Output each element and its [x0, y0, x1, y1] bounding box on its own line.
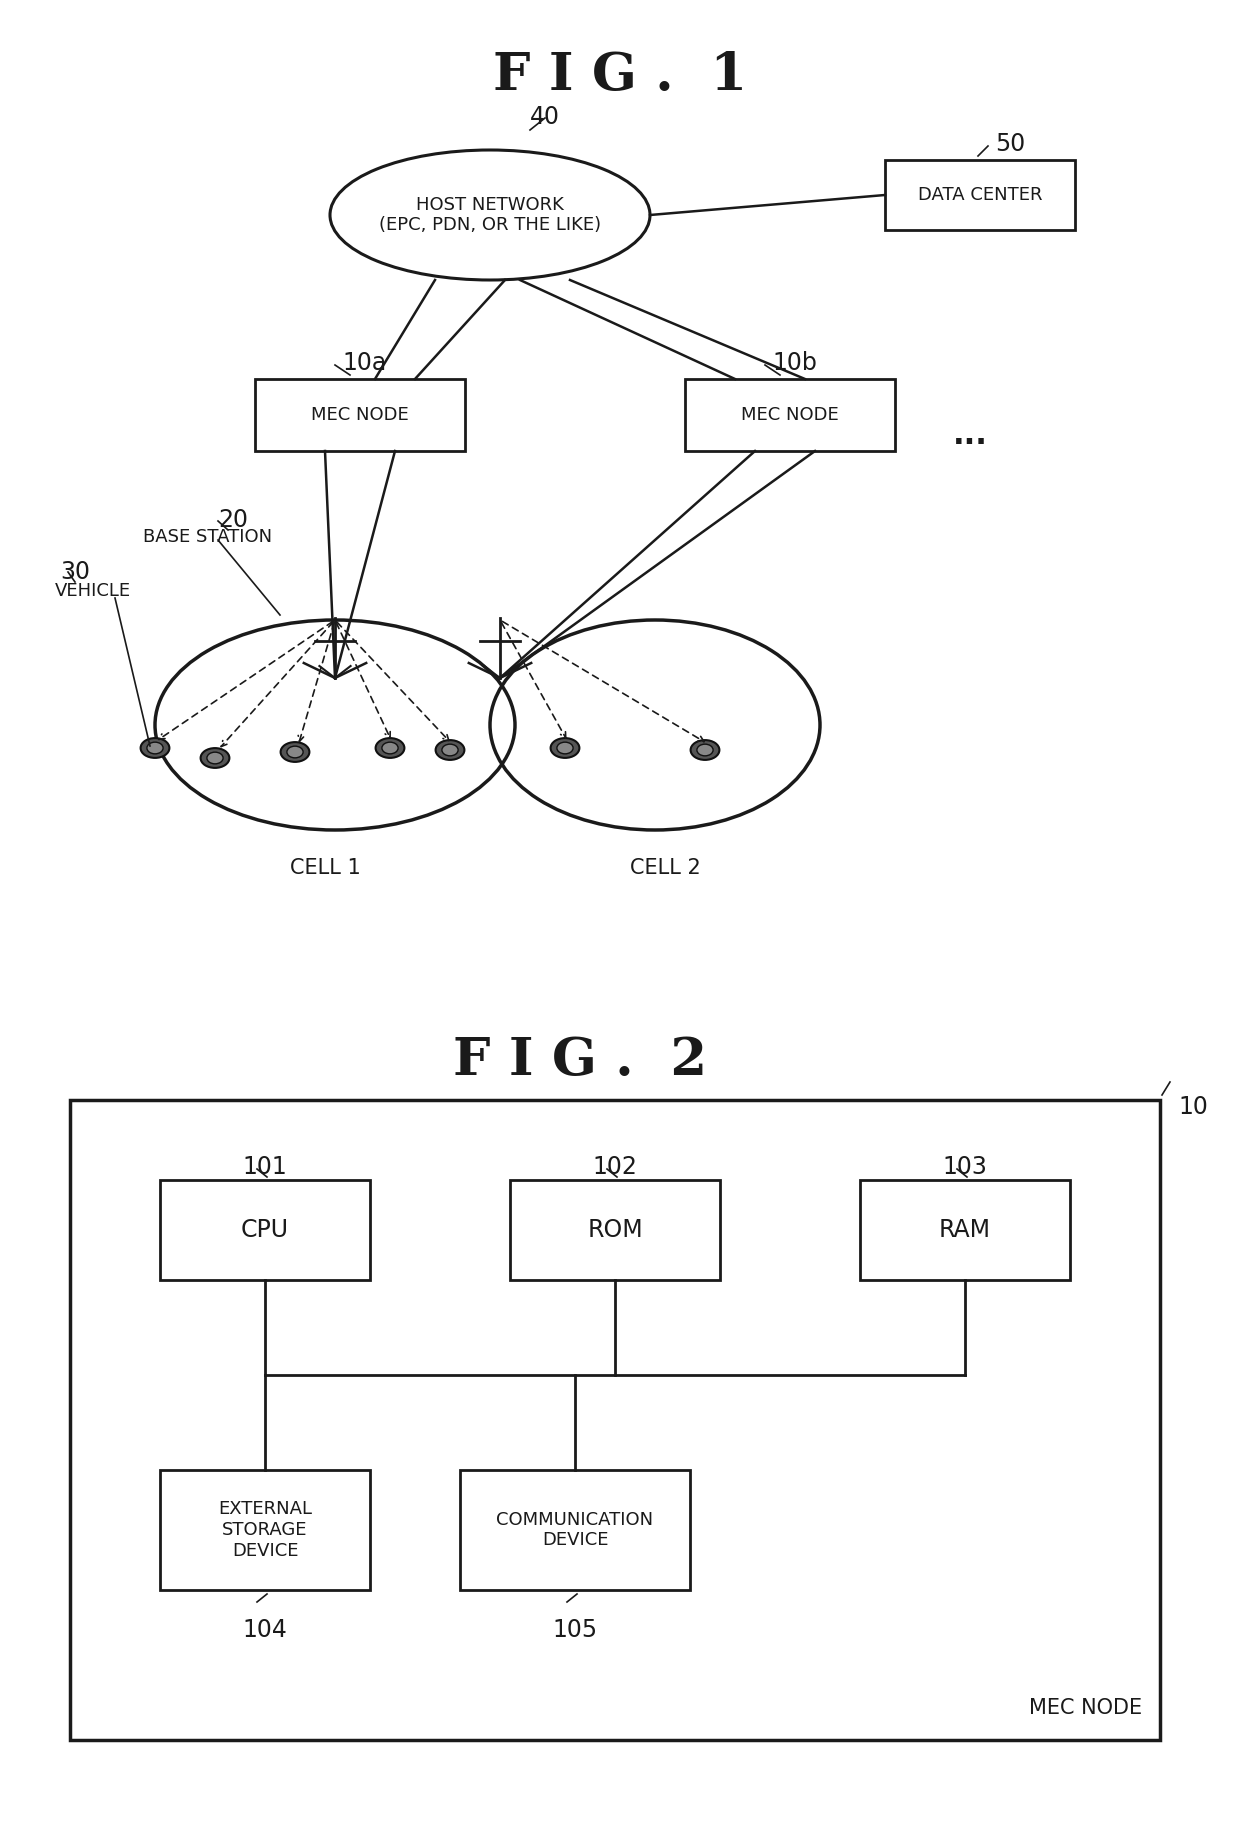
Text: CELL 1: CELL 1 [290, 858, 361, 878]
Ellipse shape [382, 743, 398, 754]
Text: ...: ... [952, 421, 987, 450]
Ellipse shape [201, 748, 229, 769]
Text: 102: 102 [593, 1155, 637, 1179]
Ellipse shape [140, 737, 170, 758]
Text: MEC NODE: MEC NODE [742, 406, 839, 425]
Text: F I G .  2: F I G . 2 [453, 1036, 707, 1085]
Text: MEC NODE: MEC NODE [1029, 1698, 1142, 1718]
Text: BASE STATION: BASE STATION [143, 529, 272, 545]
Text: ROM: ROM [588, 1219, 642, 1243]
Ellipse shape [280, 743, 310, 761]
Text: HOST NETWORK
(EPC, PDN, OR THE LIKE): HOST NETWORK (EPC, PDN, OR THE LIKE) [379, 196, 601, 234]
Text: COMMUNICATION
DEVICE: COMMUNICATION DEVICE [496, 1510, 653, 1550]
Text: 104: 104 [243, 1618, 288, 1642]
Text: CPU: CPU [241, 1219, 289, 1243]
Text: 101: 101 [243, 1155, 288, 1179]
Text: F I G .  1: F I G . 1 [494, 49, 746, 101]
Ellipse shape [697, 745, 713, 756]
Text: 30: 30 [60, 560, 91, 584]
Text: RAM: RAM [939, 1219, 991, 1243]
Text: 105: 105 [553, 1618, 598, 1642]
Ellipse shape [207, 752, 223, 763]
Text: 103: 103 [942, 1155, 987, 1179]
Text: VEHICLE: VEHICLE [55, 582, 131, 600]
Ellipse shape [551, 737, 579, 758]
Text: 50: 50 [994, 132, 1025, 156]
Ellipse shape [286, 747, 303, 758]
Text: EXTERNAL
STORAGE
DEVICE: EXTERNAL STORAGE DEVICE [218, 1501, 312, 1559]
Text: DATA CENTER: DATA CENTER [918, 187, 1043, 203]
Text: MEC NODE: MEC NODE [311, 406, 409, 425]
Text: 10a: 10a [342, 351, 386, 375]
Text: 20: 20 [218, 509, 248, 533]
Text: CELL 2: CELL 2 [630, 858, 701, 878]
Text: 40: 40 [529, 104, 560, 128]
Ellipse shape [376, 737, 404, 758]
Ellipse shape [435, 739, 465, 759]
Ellipse shape [146, 743, 164, 754]
Text: 10: 10 [1178, 1094, 1208, 1118]
Text: 10b: 10b [773, 351, 817, 375]
Ellipse shape [557, 743, 573, 754]
Ellipse shape [691, 739, 719, 759]
Ellipse shape [441, 745, 458, 756]
